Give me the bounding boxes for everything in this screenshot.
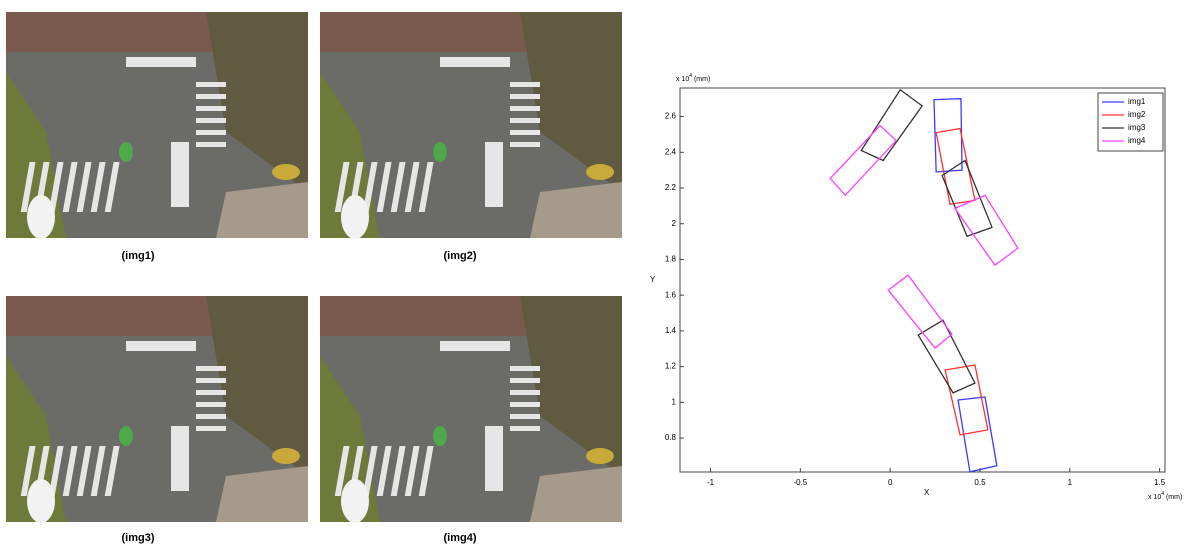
legend-label: img2 <box>1128 110 1146 119</box>
x-tick-label: -0.5 <box>793 478 807 487</box>
y-tick-label: 2.4 <box>665 147 677 156</box>
photo <box>320 296 622 523</box>
plot-frame <box>680 88 1165 472</box>
legend-label: img3 <box>1128 123 1146 132</box>
caption: (img1) <box>122 250 155 262</box>
photo <box>320 12 622 239</box>
legend-label: img4 <box>1128 136 1146 145</box>
x-label: X <box>924 488 930 497</box>
photo <box>6 296 308 523</box>
figure: (img1) (img2) (img3) (img4) X Y x 104 (m… <box>0 0 1201 545</box>
y-tick-label: 2 <box>672 219 677 228</box>
x-tick-label: 0 <box>888 478 893 487</box>
y-tick-label: 2.2 <box>665 183 677 192</box>
y-tick-label: 0.8 <box>665 433 677 442</box>
x-tick-label: 0.5 <box>974 478 986 487</box>
x-tick-label: -1 <box>707 478 715 487</box>
x-tick-label: 1.5 <box>1154 478 1166 487</box>
y-tick-label: 1.6 <box>665 290 677 299</box>
y-tick-label: 2.6 <box>665 112 677 121</box>
y-label: Y <box>650 275 656 284</box>
y-tick-label: 1.4 <box>665 326 677 335</box>
caption: (img4) <box>444 532 477 544</box>
caption: (img3) <box>122 532 155 544</box>
photo <box>6 12 308 239</box>
y-tick-label: 1.8 <box>665 255 677 264</box>
x-multiplier: x 104 (mm) <box>1148 491 1182 501</box>
caption: (img2) <box>444 250 477 262</box>
y-tick-label: 1 <box>672 397 677 406</box>
legend-label: img1 <box>1128 97 1146 106</box>
y-multiplier: x 104 (mm) <box>676 73 710 83</box>
y-tick-label: 1.2 <box>665 362 677 371</box>
x-tick-label: 1 <box>1068 478 1073 487</box>
